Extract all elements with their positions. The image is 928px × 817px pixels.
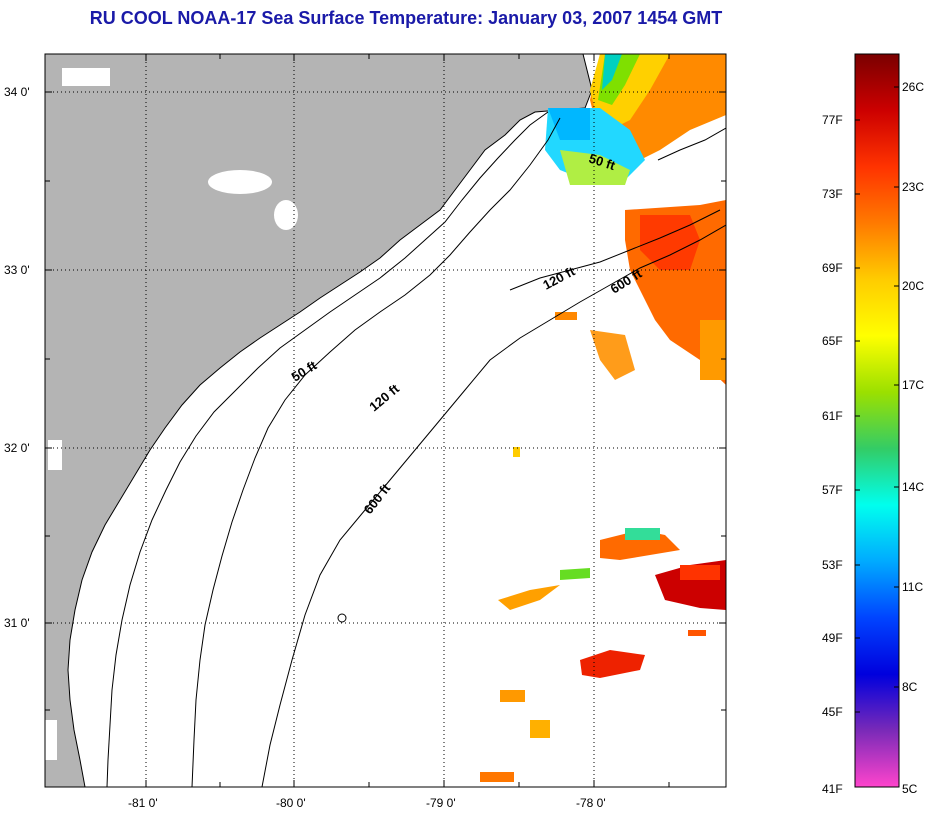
- map-frame: [44, 53, 727, 788]
- lon-label-78: -78 0': [576, 796, 606, 810]
- c-label-5: 5C: [902, 782, 918, 796]
- c-label-26: 26C: [902, 80, 924, 94]
- lat-label-31: 31 0': [4, 616, 30, 630]
- contour-120ft: [191, 117, 561, 787]
- cloud-patches: [45, 68, 298, 760]
- lat-label-33: 33 0': [4, 263, 30, 277]
- f-label-49: 49F: [822, 631, 843, 645]
- c-label-23: 23C: [902, 180, 924, 194]
- c-label-20: 20C: [902, 279, 924, 293]
- map-title: RU COOL NOAA-17 Sea Surface Temperature:…: [89, 8, 723, 28]
- contour-600ft: [261, 224, 726, 787]
- c-label-17: 17C: [902, 378, 924, 392]
- f-label-57: 57F: [822, 483, 843, 497]
- sst-data: [480, 54, 726, 782]
- bathymetry-contours: [106, 111, 726, 787]
- longitude-labels: -81 0' -80 0' -79 0' -78 0': [128, 796, 606, 810]
- f-label-69: 69F: [822, 261, 843, 275]
- seamount-contour: [337, 613, 347, 623]
- f-label-65: 65F: [822, 334, 843, 348]
- land-mass: [45, 54, 593, 787]
- c-label-11: 11C: [902, 580, 923, 594]
- lon-label-79: -79 0': [426, 796, 456, 810]
- colorbar-f-ticks: [855, 86, 899, 713]
- f-label-53: 53F: [822, 558, 843, 572]
- lon-label-80: -80 0': [276, 796, 306, 810]
- lat-label-32: 32 0': [4, 441, 30, 455]
- contour-600ft-upper: [657, 127, 726, 161]
- tick-marks: [45, 54, 726, 787]
- f-label-45: 45F: [822, 705, 843, 719]
- contour-120ft-shelf: [509, 209, 721, 291]
- c-label-14: 14C: [902, 480, 924, 494]
- c-label-8: 8C: [902, 680, 918, 694]
- f-label-73: 73F: [822, 187, 843, 201]
- f-label-41: 41F: [822, 782, 843, 796]
- colorbar-c-labels: 26C 23C 20C 17C 14C 11C 8C 5C: [902, 80, 924, 796]
- lat-label-34: 34 0': [4, 85, 30, 99]
- lon-label-81: -81 0': [128, 796, 158, 810]
- colorbar-scale: [854, 53, 900, 788]
- latitude-labels: 34 0' 33 0' 32 0' 31 0': [4, 85, 30, 630]
- f-label-77: 77F: [822, 113, 843, 127]
- f-label-61: 61F: [822, 409, 843, 423]
- graticule: [45, 54, 726, 787]
- contour-50ft: [106, 111, 549, 787]
- colorbar-f-labels: 77F 73F 69F 65F 61F 57F 53F 49F 45F 41F: [822, 113, 843, 796]
